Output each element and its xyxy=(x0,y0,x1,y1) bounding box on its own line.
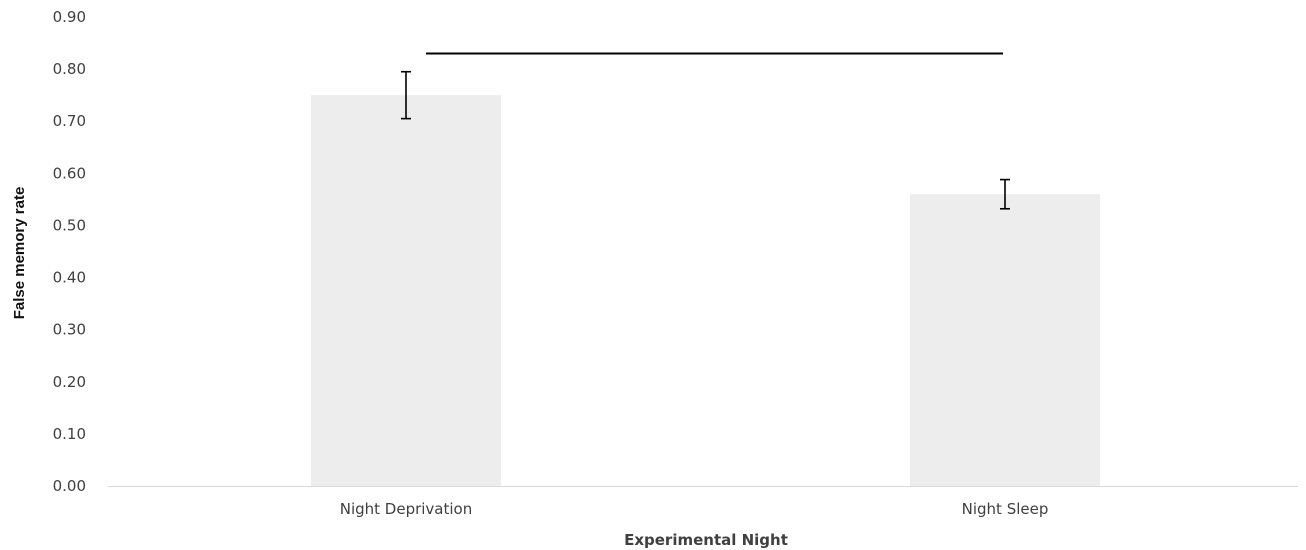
error-bar xyxy=(1000,178,1010,210)
y-tick-label: 0.90 xyxy=(53,8,86,26)
y-tick-label: 0.60 xyxy=(53,164,86,182)
bar xyxy=(910,194,1100,486)
y-tick-label: 0.30 xyxy=(53,321,86,339)
y-tick-label: 0.10 xyxy=(53,425,86,443)
x-tick-label: Night Sleep xyxy=(962,500,1049,518)
x-tick-label: Night Deprivation xyxy=(340,500,473,518)
y-tick-label: 0.50 xyxy=(53,216,86,234)
y-tick-label: 0.80 xyxy=(53,60,86,78)
y-tick-label: 0.20 xyxy=(53,373,86,391)
x-axis-categories: Night Deprivation Night Sleep xyxy=(340,500,1049,518)
x-axis-title: Experimental Night xyxy=(624,531,788,549)
bars xyxy=(311,95,1100,487)
y-axis-ticks: 0.00 0.10 0.20 0.30 0.40 0.50 0.60 0.70 0.80 0.90 xyxy=(53,8,86,495)
y-axis-title: False memory rate xyxy=(11,187,28,320)
error-bars xyxy=(401,70,1010,210)
y-tick-label: 0.40 xyxy=(53,269,86,287)
y-tick-label: 0.00 xyxy=(53,477,86,495)
error-bar xyxy=(401,70,411,120)
bar xyxy=(311,95,501,487)
y-tick-label: 0.70 xyxy=(53,112,86,130)
